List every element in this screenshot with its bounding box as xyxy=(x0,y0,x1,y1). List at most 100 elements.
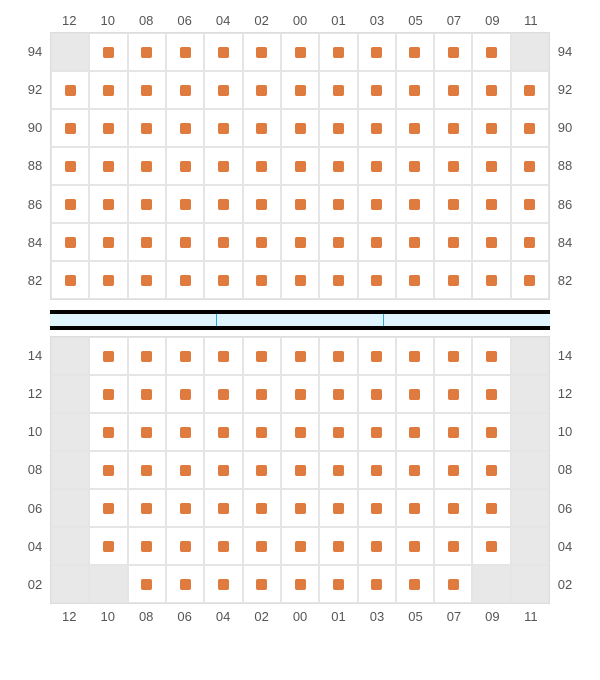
seat-cell[interactable] xyxy=(243,33,281,71)
seat-cell[interactable] xyxy=(358,223,396,261)
seat-cell[interactable] xyxy=(434,413,472,451)
seat-cell[interactable] xyxy=(472,185,510,223)
seat-cell[interactable] xyxy=(511,185,549,223)
seat-cell[interactable] xyxy=(51,261,89,299)
seat-cell[interactable] xyxy=(128,565,166,603)
seat-cell[interactable] xyxy=(243,375,281,413)
seat-cell[interactable] xyxy=(166,33,204,71)
seat-cell[interactable] xyxy=(128,451,166,489)
seat-cell[interactable] xyxy=(204,33,242,71)
seat-cell[interactable] xyxy=(51,185,89,223)
seat-cell[interactable] xyxy=(166,565,204,603)
seat-cell[interactable] xyxy=(128,223,166,261)
seat-cell[interactable] xyxy=(358,261,396,299)
seat-cell[interactable] xyxy=(472,527,510,565)
seat-cell[interactable] xyxy=(472,375,510,413)
seat-cell[interactable] xyxy=(434,223,472,261)
seat-cell[interactable] xyxy=(128,185,166,223)
seat-cell[interactable] xyxy=(396,223,434,261)
seat-cell[interactable] xyxy=(204,527,242,565)
seat-cell[interactable] xyxy=(319,147,357,185)
seat-cell[interactable] xyxy=(319,451,357,489)
seat-cell[interactable] xyxy=(434,565,472,603)
seat-cell[interactable] xyxy=(204,337,242,375)
seat-cell[interactable] xyxy=(51,71,89,109)
seat-cell[interactable] xyxy=(396,565,434,603)
seat-cell[interactable] xyxy=(166,489,204,527)
seat-cell[interactable] xyxy=(243,223,281,261)
seat-cell[interactable] xyxy=(358,527,396,565)
seat-cell[interactable] xyxy=(204,71,242,109)
seat-cell[interactable] xyxy=(434,261,472,299)
seat-cell[interactable] xyxy=(51,223,89,261)
seat-cell[interactable] xyxy=(472,71,510,109)
seat-cell[interactable] xyxy=(472,489,510,527)
seat-cell[interactable] xyxy=(128,33,166,71)
seat-cell[interactable] xyxy=(434,527,472,565)
seat-cell[interactable] xyxy=(434,489,472,527)
seat-cell[interactable] xyxy=(243,527,281,565)
seat-cell[interactable] xyxy=(358,71,396,109)
seat-cell[interactable] xyxy=(243,565,281,603)
seat-cell[interactable] xyxy=(89,527,127,565)
seat-cell[interactable] xyxy=(358,489,396,527)
seat-cell[interactable] xyxy=(358,565,396,603)
seat-cell[interactable] xyxy=(358,33,396,71)
seat-cell[interactable] xyxy=(396,147,434,185)
seat-cell[interactable] xyxy=(166,261,204,299)
seat-cell[interactable] xyxy=(358,185,396,223)
seat-cell[interactable] xyxy=(128,337,166,375)
seat-cell[interactable] xyxy=(89,33,127,71)
seat-cell[interactable] xyxy=(472,147,510,185)
seat-cell[interactable] xyxy=(396,489,434,527)
seat-cell[interactable] xyxy=(243,71,281,109)
seat-cell[interactable] xyxy=(166,185,204,223)
seat-cell[interactable] xyxy=(434,185,472,223)
seat-cell[interactable] xyxy=(396,527,434,565)
seat-cell[interactable] xyxy=(128,375,166,413)
seat-cell[interactable] xyxy=(434,33,472,71)
seat-cell[interactable] xyxy=(396,451,434,489)
seat-cell[interactable] xyxy=(204,109,242,147)
seat-cell[interactable] xyxy=(204,413,242,451)
seat-cell[interactable] xyxy=(243,489,281,527)
seat-cell[interactable] xyxy=(243,109,281,147)
seat-cell[interactable] xyxy=(89,413,127,451)
seat-cell[interactable] xyxy=(511,109,549,147)
seat-cell[interactable] xyxy=(128,527,166,565)
seat-cell[interactable] xyxy=(204,185,242,223)
seat-cell[interactable] xyxy=(281,375,319,413)
seat-cell[interactable] xyxy=(281,261,319,299)
seat-cell[interactable] xyxy=(281,33,319,71)
seat-cell[interactable] xyxy=(128,109,166,147)
seat-cell[interactable] xyxy=(281,71,319,109)
seat-cell[interactable] xyxy=(358,375,396,413)
seat-cell[interactable] xyxy=(89,223,127,261)
seat-cell[interactable] xyxy=(472,337,510,375)
seat-cell[interactable] xyxy=(358,109,396,147)
seat-cell[interactable] xyxy=(166,71,204,109)
seat-cell[interactable] xyxy=(89,71,127,109)
seat-cell[interactable] xyxy=(396,413,434,451)
seat-cell[interactable] xyxy=(358,451,396,489)
seat-cell[interactable] xyxy=(396,337,434,375)
seat-cell[interactable] xyxy=(472,261,510,299)
seat-cell[interactable] xyxy=(396,375,434,413)
seat-cell[interactable] xyxy=(281,565,319,603)
seat-cell[interactable] xyxy=(319,71,357,109)
seat-cell[interactable] xyxy=(89,375,127,413)
seat-cell[interactable] xyxy=(511,223,549,261)
seat-cell[interactable] xyxy=(89,185,127,223)
seat-cell[interactable] xyxy=(166,109,204,147)
seat-cell[interactable] xyxy=(204,147,242,185)
seat-cell[interactable] xyxy=(511,71,549,109)
seat-cell[interactable] xyxy=(89,337,127,375)
seat-cell[interactable] xyxy=(204,375,242,413)
seat-cell[interactable] xyxy=(396,185,434,223)
seat-cell[interactable] xyxy=(319,413,357,451)
seat-cell[interactable] xyxy=(51,147,89,185)
seat-cell[interactable] xyxy=(166,527,204,565)
seat-cell[interactable] xyxy=(243,261,281,299)
seat-cell[interactable] xyxy=(434,71,472,109)
seat-cell[interactable] xyxy=(204,489,242,527)
